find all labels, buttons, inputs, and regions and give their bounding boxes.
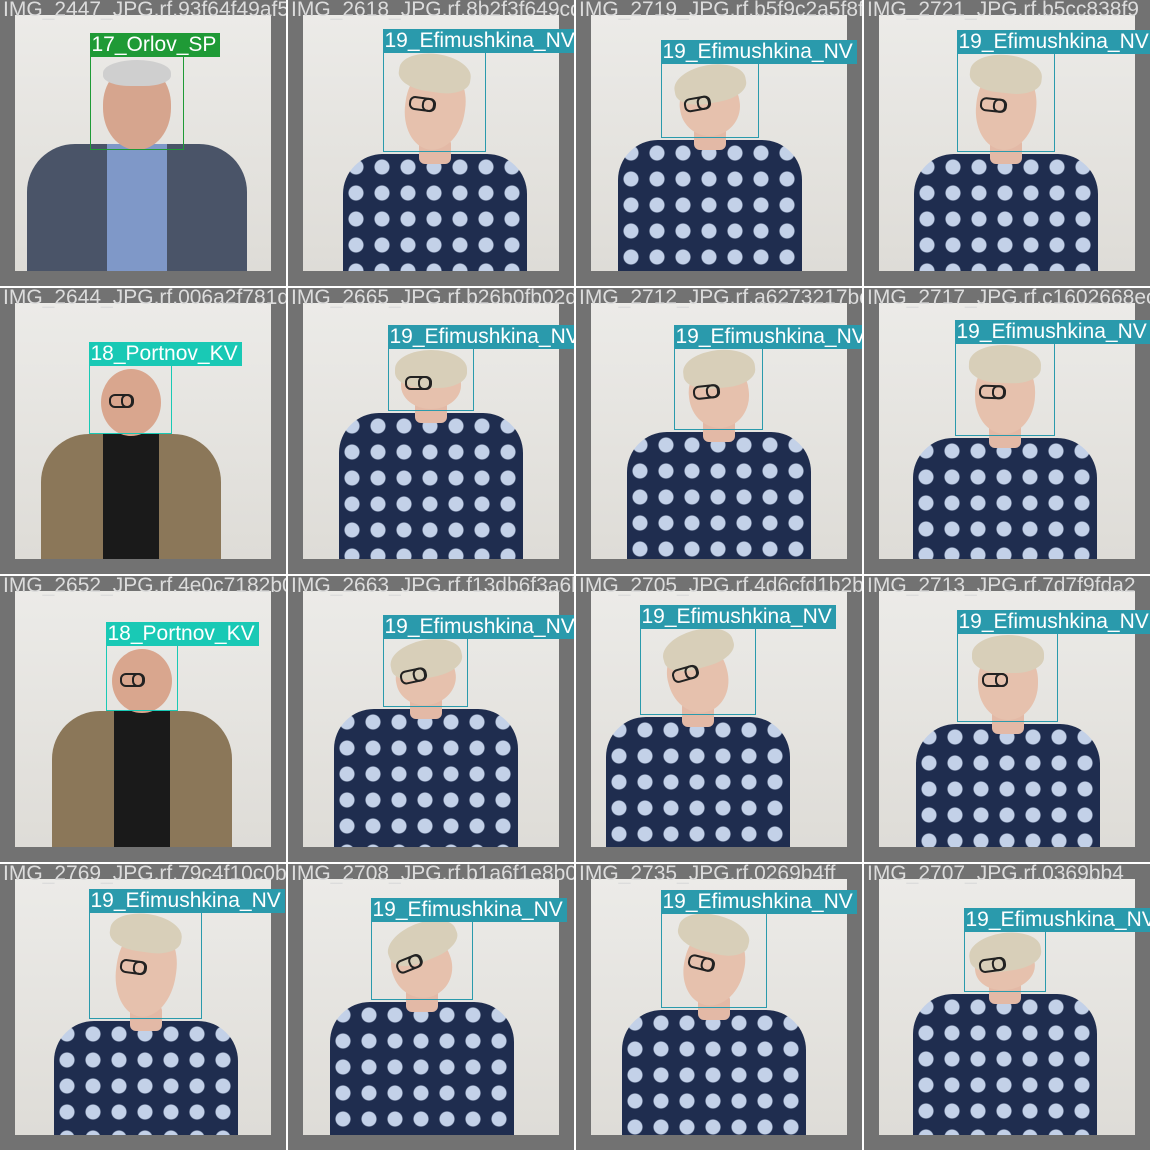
detection-label: 19_Efimushkina_NV — [370, 898, 567, 922]
face-bounding-box: 19_Efimushkina_NV — [673, 325, 862, 430]
detection-label: 18_Portnov_KV — [105, 622, 259, 646]
polka-dot-blouse — [913, 438, 1097, 559]
polka-dot-blouse — [330, 1002, 514, 1135]
image-tile: IMG_2719_JPG.rf.b5f9c2a5f8fd4adfaf9e3d7a… — [576, 0, 862, 286]
polka-dot-blouse — [622, 1010, 806, 1135]
polka-dot-blouse — [342, 154, 527, 271]
polka-dot-blouse — [339, 413, 523, 559]
photo — [591, 591, 847, 847]
detection-label: 18_Portnov_KV — [88, 342, 242, 366]
blue-shirt — [107, 144, 167, 271]
detection-label: 19_Efimushkina_NV — [954, 320, 1150, 344]
hair — [103, 60, 171, 86]
photo — [303, 15, 559, 271]
polka-dot-blouse — [333, 709, 518, 847]
image-tile: IMG_2652_JPG.rf.4e0c7182b0b7970a4f36df18… — [0, 576, 286, 862]
image-tile: IMG_2665_JPG.rf.b26b0fb02d1f26b0fa19_Efi… — [288, 288, 574, 574]
image-tile: IMG_2735_JPG.rf.0269b4ff 19_Efimushkina_N… — [576, 864, 862, 1150]
image-tile: IMG_2618_JPG.rf.8b2f3f649cd740b0c47fe23a… — [288, 0, 574, 286]
polka-dot-blouse — [53, 1021, 238, 1135]
glasses — [108, 393, 134, 408]
face-bounding-box: 19_Efimushkina_NV — [639, 605, 836, 715]
face-bounding-box: 19_Efimushkina_NV — [956, 610, 1150, 722]
detection-label: 19_Efimushkina_NV — [956, 610, 1150, 634]
detection-label: 19_Efimushkina_NV — [673, 325, 862, 349]
face-bounding-box: 19_Efimushkina_NV — [382, 29, 574, 152]
face-bounding-box: 19_Efimushkina_NV — [963, 908, 1150, 992]
face-bounding-box: 19_Efimushkina_NV — [387, 325, 574, 411]
glasses — [120, 672, 145, 687]
image-tile: IMG_2663_JPG.rf.f13db6f3a6b0a7b5bd4d619_… — [288, 576, 574, 862]
detection-label: 19_Efimushkina_NV — [88, 889, 285, 913]
photo — [879, 15, 1135, 271]
detection-label: 19_Efimushkina_NV — [660, 40, 857, 64]
face-bounding-box: 19_Efimushkina_NV — [382, 615, 574, 707]
image-tile: IMG_2705_JPG.rf.4d6cfd1b2b1f6e319_Efimus… — [576, 576, 862, 862]
image-tile: IMG_2708_JPG.rf.b1a6f1e8b0261219_Efimush… — [288, 864, 574, 1150]
detection-label: 19_Efimushkina_NV — [660, 890, 857, 914]
black-shirt — [114, 711, 170, 847]
face-bounding-box: 18_Portnov_KV — [105, 622, 259, 711]
face-bounding-box: 19_Efimushkina_NV — [660, 890, 857, 1008]
polka-dot-blouse — [915, 724, 1100, 847]
face-bounding-box: 19_Efimushkina_NV — [956, 30, 1150, 152]
image-tile: IMG_2707_JPG.rf.0369bb4 19_Efimushkina_NV — [864, 864, 1150, 1150]
detection-label: 17_Orlov_SP — [89, 33, 221, 57]
detection-label: 19_Efimushkina_NV — [963, 908, 1150, 932]
image-tile: IMG_2721_JPG.rf.b5cc838f9 19_Efimushkina_… — [864, 0, 1150, 286]
photo — [15, 879, 271, 1135]
detection-label: 19_Efimushkina_NV — [639, 605, 836, 629]
glasses — [981, 673, 1009, 688]
detection-label: 19_Efimushkina_NV — [387, 325, 574, 349]
image-tile: IMG_2713_JPG.rf.7d7f9fda2 19_Efimushkina_… — [864, 576, 1150, 862]
polka-dot-blouse — [914, 154, 1098, 271]
image-tile: IMG_2717_JPG.rf.c1602668ec 19_Efimushkina… — [864, 288, 1150, 574]
face-bounding-box: 19_Efimushkina_NV — [954, 320, 1150, 436]
detection-label: 19_Efimushkina_NV — [382, 615, 574, 639]
black-shirt — [102, 434, 159, 559]
polka-dot-blouse — [606, 717, 790, 847]
glasses — [405, 376, 432, 391]
image-tile: IMG_2769_JPG.rf.79c4f10c0b0eb9d9e3a16f70… — [0, 864, 286, 1150]
image-tile: IMG_2447_JPG.rf.93f64f49af5df28c0d75b7b5… — [0, 0, 286, 286]
polka-dot-blouse — [626, 432, 811, 559]
face-bounding-box: 19_Efimushkina_NV — [370, 898, 567, 1000]
image-tile: IMG_2644_JPG.rf.006a2f781d1d07b5d3b733b1… — [0, 288, 286, 574]
face-bounding-box: 18_Portnov_KV — [88, 342, 242, 434]
photo — [303, 303, 559, 559]
face-bounding-box: 19_Efimushkina_NV — [660, 40, 857, 138]
photo — [15, 15, 271, 271]
detection-label: 19_Efimushkina_NV — [382, 29, 574, 53]
polka-dot-blouse — [618, 140, 802, 271]
face-bounding-box: 19_Efimushkina_NV — [88, 889, 285, 1019]
detection-label: 19_Efimushkina_NV — [956, 30, 1150, 54]
hair — [971, 635, 1044, 673]
photo — [591, 879, 847, 1135]
face-bounding-box: 17_Orlov_SP — [89, 33, 221, 150]
polka-dot-blouse — [913, 994, 1097, 1135]
image-tile: IMG_2712_JPG.rf.a6273217bd1e319_Efimushk… — [576, 288, 862, 574]
